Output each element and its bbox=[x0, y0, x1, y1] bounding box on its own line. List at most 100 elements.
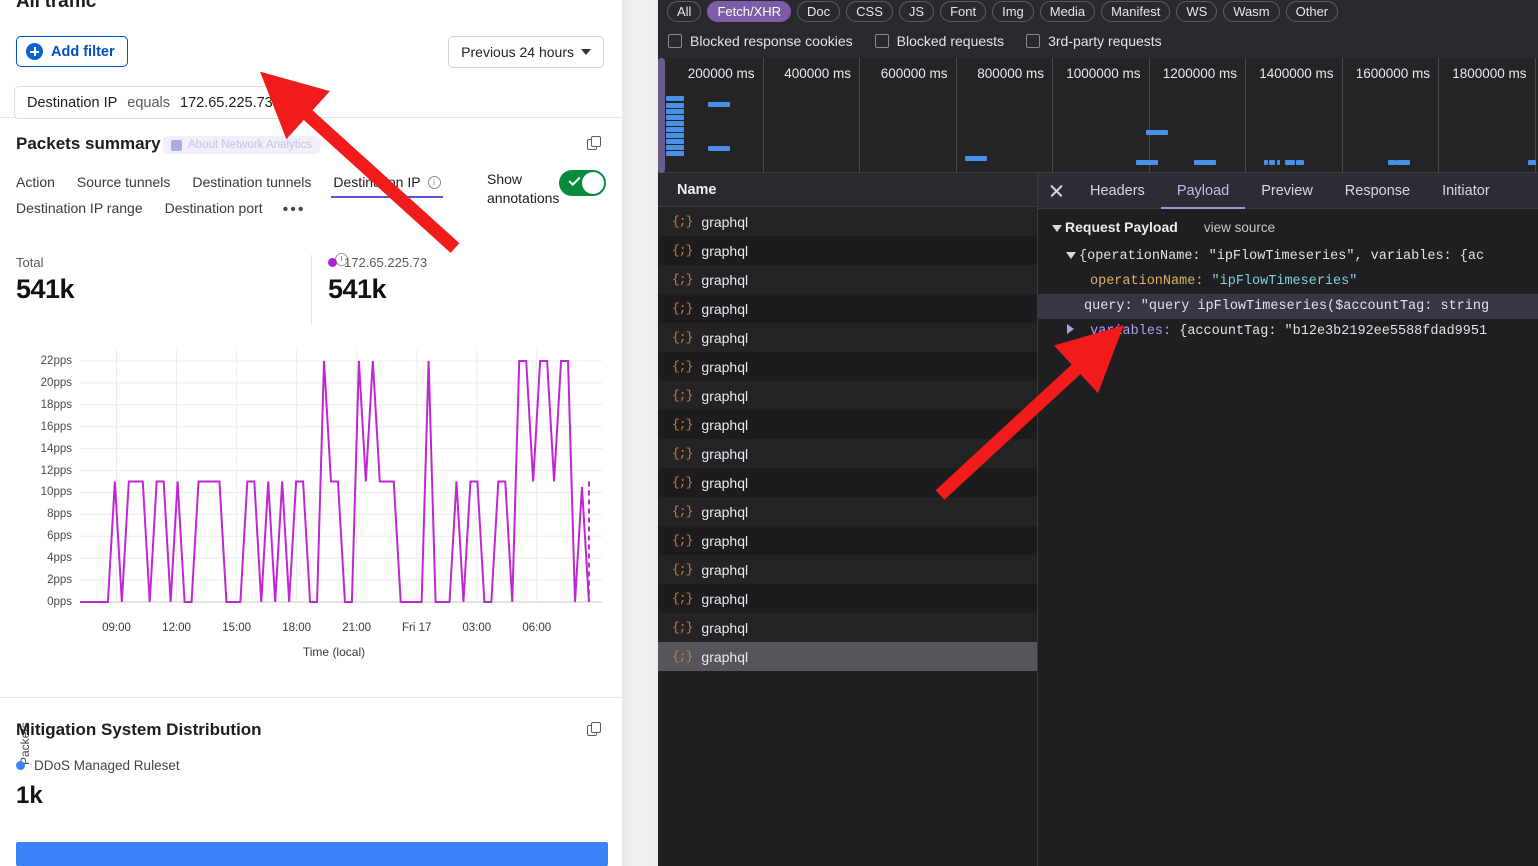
payload-operation-name-line: operationName: "ipFlowTimeseries" bbox=[1038, 269, 1538, 294]
request-row[interactable]: {;} graphql bbox=[658, 642, 1037, 671]
checkbox-blocked-response-cookies[interactable]: Blocked response cookies bbox=[668, 33, 853, 49]
type-filter-fetch-xhr[interactable]: Fetch/XHR bbox=[707, 1, 792, 22]
add-filter-button[interactable]: Add filter bbox=[16, 36, 128, 67]
request-row[interactable]: {;} graphql bbox=[658, 613, 1037, 642]
tab-response[interactable]: Response bbox=[1344, 182, 1411, 199]
request-row[interactable]: {;} graphql bbox=[658, 584, 1037, 613]
checkbox-box[interactable] bbox=[874, 34, 889, 48]
chevron-right-icon[interactable] bbox=[1067, 324, 1074, 334]
request-row[interactable]: {;} graphql bbox=[658, 526, 1037, 555]
type-filter-doc[interactable]: Doc bbox=[797, 1, 841, 22]
duplicate-icon[interactable] bbox=[587, 722, 602, 737]
request-row[interactable]: {;} graphql bbox=[658, 555, 1037, 584]
duplicate-icon[interactable] bbox=[587, 136, 602, 151]
type-filter-wasm[interactable]: Wasm bbox=[1223, 1, 1280, 22]
request-row[interactable]: {;} graphql bbox=[658, 352, 1037, 381]
request-row[interactable]: {;} graphql bbox=[658, 207, 1037, 236]
close-icon[interactable] bbox=[1038, 173, 1074, 209]
about-network-analytics-badge[interactable]: About Network Analytics bbox=[163, 136, 321, 154]
chart-y-tick: 20pps bbox=[40, 376, 72, 389]
type-filter-js[interactable]: JS bbox=[898, 1, 935, 22]
view-source-link[interactable]: view source bbox=[1203, 219, 1276, 235]
packets-summary-card: Packets summary About Network Analytics … bbox=[0, 118, 622, 765]
dimension-destination-tunnels[interactable]: Destination tunnels bbox=[192, 174, 312, 190]
time-range-selector[interactable]: Previous 24 hours bbox=[448, 36, 604, 68]
chart-y-tick: 14pps bbox=[40, 442, 72, 455]
total-metric: Total 541k bbox=[16, 255, 75, 305]
type-filter-media[interactable]: Media bbox=[1039, 1, 1096, 22]
toggle-knob bbox=[582, 172, 604, 194]
type-filter-ws[interactable]: WS bbox=[1176, 1, 1218, 22]
more-dimensions-icon[interactable]: ••• bbox=[282, 201, 306, 218]
about-badge-label: About Network Analytics bbox=[188, 139, 313, 151]
request-name: graphql bbox=[701, 358, 749, 375]
payload-variables-key: variables: bbox=[1090, 324, 1172, 339]
tab-initiator[interactable]: Initiator bbox=[1442, 182, 1490, 199]
type-filter-img[interactable]: Img bbox=[992, 1, 1034, 22]
payload-root-line[interactable]: {operationName: "ipFlowTimeseries", vari… bbox=[1038, 244, 1538, 269]
overview-selection-handle[interactable] bbox=[658, 58, 665, 173]
info-icon[interactable]: i bbox=[427, 175, 441, 189]
request-name: graphql bbox=[701, 300, 749, 317]
overview-tick-column: 800000 ms bbox=[957, 58, 1053, 173]
clipped-header-decoration bbox=[330, 0, 610, 4]
chart-x-axis-title: Time (local) bbox=[302, 645, 366, 659]
tab-headers[interactable]: Headers bbox=[1090, 182, 1145, 199]
payload-section-title-wrap: Request Payload bbox=[1052, 219, 1178, 235]
check-icon bbox=[568, 173, 581, 187]
payload-operation-name-value: "ipFlowTimeseries" bbox=[1211, 274, 1358, 289]
payload-root-text: {operationName: "ipFlowTimeseries", vari… bbox=[1079, 249, 1485, 264]
request-row[interactable]: {;} graphql bbox=[658, 294, 1037, 323]
show-annotations-control[interactable]: Show annotations bbox=[487, 170, 606, 208]
dimension-action[interactable]: Action bbox=[16, 174, 55, 190]
chart-x-tick: 12:00 bbox=[162, 622, 191, 634]
checkbox-box[interactable] bbox=[1026, 34, 1041, 48]
dimension-source-tunnels[interactable]: Source tunnels bbox=[76, 174, 171, 190]
request-row[interactable]: {;} graphql bbox=[658, 439, 1037, 468]
overview-request-bar bbox=[1388, 160, 1396, 165]
type-filter-all[interactable]: All bbox=[667, 1, 702, 22]
payload-section-header[interactable]: Request Payload view source bbox=[1038, 219, 1538, 235]
json-icon: {;} bbox=[672, 562, 693, 577]
mitigation-legend: DDoS Managed Ruleset bbox=[16, 758, 180, 773]
type-filter-css[interactable]: CSS bbox=[846, 1, 893, 22]
request-row[interactable]: {;} graphql bbox=[658, 468, 1037, 497]
json-icon: {;} bbox=[672, 272, 693, 287]
dimension-destination-ip-range[interactable]: Destination IP range bbox=[16, 200, 143, 216]
chevron-down-icon[interactable] bbox=[1052, 225, 1062, 232]
chevron-down-icon[interactable] bbox=[1066, 252, 1076, 259]
payload-variables-line[interactable]: variables: {accountTag: "b12e3b2192ee558… bbox=[1038, 319, 1538, 344]
request-row[interactable]: {;} graphql bbox=[658, 236, 1037, 265]
request-row[interactable]: {;} graphql bbox=[658, 497, 1037, 526]
dimension-destination-ip[interactable]: Destination IP i bbox=[331, 170, 443, 198]
json-icon: {;} bbox=[672, 359, 693, 374]
request-row[interactable]: {;} graphql bbox=[658, 265, 1037, 294]
close-icon[interactable] bbox=[283, 94, 300, 111]
overview-request-bar bbox=[1268, 160, 1275, 165]
series-color-dot bbox=[328, 258, 337, 267]
type-filter-other[interactable]: Other bbox=[1285, 1, 1339, 22]
checkbox-blocked-requests[interactable]: Blocked requests bbox=[874, 33, 1004, 49]
json-icon: {;} bbox=[672, 388, 693, 403]
request-list-header: Name bbox=[658, 173, 1037, 207]
request-name: graphql bbox=[701, 619, 749, 636]
tab-payload[interactable]: Payload bbox=[1161, 173, 1245, 209]
dimension-destination-port[interactable]: Destination port bbox=[164, 200, 263, 216]
checkbox-3rd-party-requests[interactable]: 3rd-party requests bbox=[1026, 33, 1162, 49]
overview-request-bar bbox=[665, 139, 684, 144]
request-row[interactable]: {;} graphql bbox=[658, 323, 1037, 352]
request-name: graphql bbox=[701, 648, 749, 665]
checkbox-box[interactable] bbox=[668, 34, 682, 48]
show-annotations-toggle[interactable] bbox=[559, 170, 606, 196]
network-overview-timeline[interactable]: 200000 ms 400000 ms 600000 ms 800000 ms 1000… bbox=[658, 58, 1538, 173]
overview-tick-column: 600000 ms bbox=[860, 58, 957, 173]
request-row[interactable]: {;} graphql bbox=[658, 381, 1037, 410]
request-rows: {;} graphql {;} graphql {;} graphql {;} graphql… bbox=[658, 207, 1037, 671]
filter-chip-destination-ip[interactable]: Destination IP equals 172.65.225.73 bbox=[14, 86, 313, 119]
checkbox-label: Blocked response cookies bbox=[690, 33, 853, 49]
type-filter-manifest[interactable]: Manifest bbox=[1101, 1, 1171, 22]
request-row[interactable]: {;} graphql bbox=[658, 410, 1037, 439]
network-analytics-panel: All traffic Add filter Previous 24 hours… bbox=[0, 0, 622, 866]
tab-preview[interactable]: Preview bbox=[1261, 182, 1313, 199]
type-filter-font[interactable]: Font bbox=[940, 1, 987, 22]
